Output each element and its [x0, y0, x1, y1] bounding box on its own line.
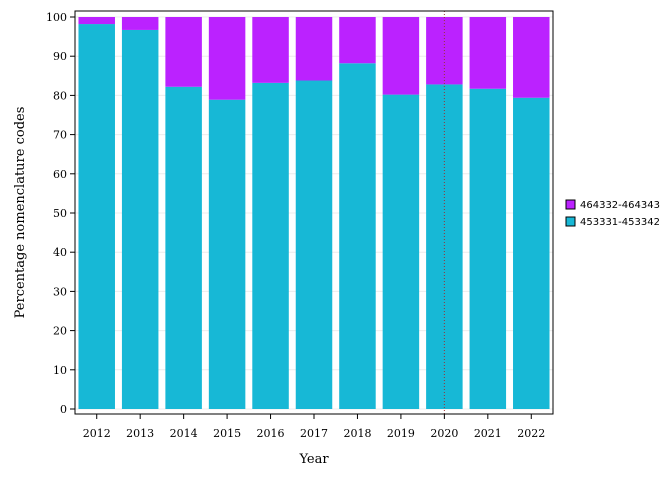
x-tick-label-2016: 2016: [257, 427, 285, 440]
y-tick-label-50: 50: [53, 207, 67, 220]
bar-2016-series-0: [252, 82, 289, 409]
bar-2015-series-1: [208, 17, 246, 100]
legend: 464332-464343 453331-453342: [565, 199, 660, 228]
x-axis: 2012 2013 2014 2015 2016 2017 2018 2019 2020 2021…: [83, 414, 545, 440]
x-tick-label-2018: 2018: [343, 427, 371, 440]
bar-2013-series-1: [121, 17, 159, 30]
bar-2022-series-1: [513, 17, 550, 98]
legend-label-0: 464332-464343: [580, 200, 660, 211]
y-tick-label-20: 20: [53, 325, 67, 338]
bars: [78, 17, 550, 410]
bar-2022-series-0: [513, 97, 550, 409]
bar-2020-series-0: [426, 84, 463, 409]
bar-2021-series-1: [469, 17, 507, 89]
y-tick-label-30: 30: [53, 285, 67, 298]
bar-2014-series-0: [165, 86, 202, 409]
bar-2015-series-0: [208, 99, 246, 409]
bar-2017-series-0: [295, 80, 333, 409]
x-tick-label-2022: 2022: [517, 427, 545, 440]
y-tick-label-90: 90: [53, 50, 67, 63]
x-tick-label-2019: 2019: [387, 427, 415, 440]
y-tick-label-40: 40: [53, 246, 67, 259]
x-axis-title: Year: [298, 452, 329, 467]
x-tick-label-2013: 2013: [126, 427, 154, 440]
bar-2017-series-1: [295, 17, 333, 81]
bar-2019-series-1: [382, 17, 420, 95]
y-axis-title: Percentage nomenclature codes: [13, 107, 28, 319]
bar-2016-series-1: [252, 17, 289, 83]
bar-2018-series-1: [339, 17, 376, 64]
bar-2021-series-0: [469, 88, 507, 410]
x-tick-label-2012: 2012: [83, 427, 111, 440]
legend-swatch-0: [565, 199, 576, 210]
y-tick-label-70: 70: [53, 129, 67, 142]
y-tick-label-10: 10: [53, 364, 67, 377]
x-tick-label-2020: 2020: [430, 427, 458, 440]
legend-swatch-1: [565, 216, 576, 227]
x-tick-label-2017: 2017: [300, 427, 328, 440]
bar-2014-series-1: [165, 17, 202, 87]
y-tick-label-60: 60: [53, 168, 67, 181]
bar-2012-series-0: [78, 24, 115, 409]
bar-2018-series-0: [339, 63, 376, 409]
bar-2012-series-1: [78, 17, 115, 25]
x-tick-label-2015: 2015: [213, 427, 241, 440]
y-tick-label-100: 100: [46, 11, 67, 24]
legend-label-1: 453331-453342: [580, 217, 660, 228]
y-axis: 0 10 20 30 40 50 60 70 80 90 100: [46, 11, 75, 416]
bar-2013-series-0: [121, 29, 159, 409]
x-tick-label-2014: 2014: [170, 427, 198, 440]
y-tick-label-0: 0: [60, 403, 67, 416]
bar-2019-series-0: [382, 94, 420, 409]
x-tick-label-2021: 2021: [474, 427, 502, 440]
y-tick-label-80: 80: [53, 89, 67, 102]
